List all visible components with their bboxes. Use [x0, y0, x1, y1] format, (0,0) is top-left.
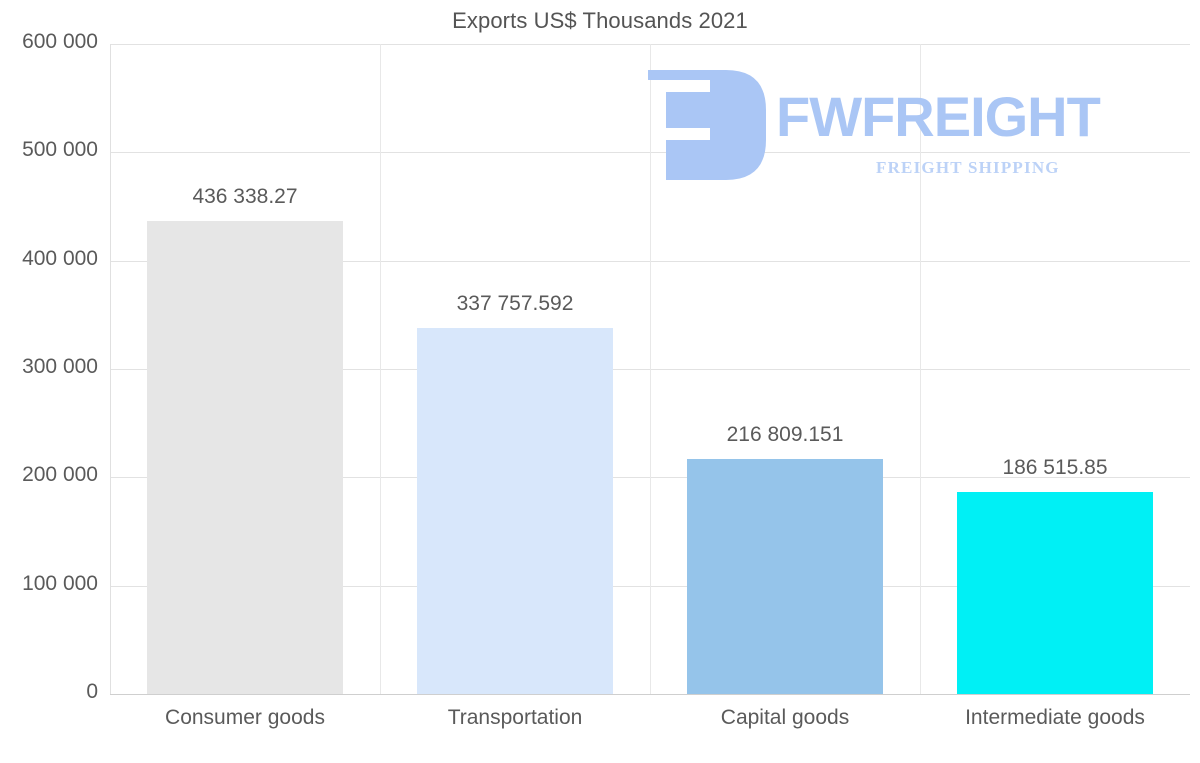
y-axis-tick-label: 100 000	[22, 571, 98, 595]
bar-transportation[interactable]	[417, 328, 613, 694]
gridline-vertical	[920, 44, 921, 694]
bar-consumer-goods[interactable]	[147, 221, 343, 694]
gridline-vertical	[380, 44, 381, 694]
x-axis-category-label: Intermediate goods	[965, 706, 1145, 729]
x-axis-category-label: Consumer goods	[165, 706, 325, 729]
plot-area: 436 338.27 337 757.592 216 809.151 186 515.…	[110, 44, 1190, 695]
chart-title: Exports US$ Thousands 2021	[452, 8, 748, 33]
y-axis-line	[110, 44, 111, 694]
y-axis-tick-label: 500 000	[22, 138, 98, 162]
bar-value-label: 186 515.85	[1002, 455, 1108, 479]
x-axis-category-label: Capital goods	[720, 706, 850, 729]
y-axis-tick-label: 300 000	[22, 355, 98, 378]
y-axis-tick-label: 200 000	[22, 463, 98, 487]
bar-value-label: 216 809.151	[726, 423, 844, 447]
y-axis-tick-label: 0	[86, 680, 98, 703]
gridline-vertical	[650, 44, 651, 694]
y-axis-tick-label: 600 000	[22, 30, 98, 53]
bar-value-label: 436 338.27	[192, 185, 298, 209]
x-axis-category-label: Transportation	[447, 706, 583, 729]
bar-value-label: 337 757.592	[456, 292, 574, 316]
bar-intermediate-goods[interactable]	[957, 491, 1153, 694]
x-axis-baseline	[110, 694, 1190, 695]
bar-capital-goods[interactable]	[687, 459, 883, 694]
y-axis-tick-label: 400 000	[22, 246, 98, 270]
